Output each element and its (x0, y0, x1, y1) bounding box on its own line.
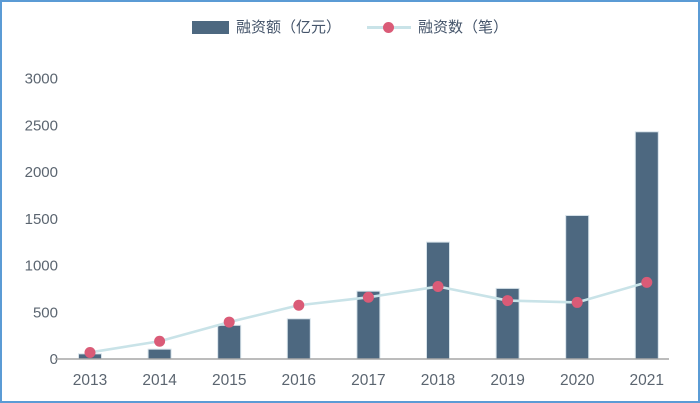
x-axis-tick-label: 2016 (282, 372, 316, 389)
line-marker-2015 (223, 316, 235, 328)
line-marker-2020 (571, 296, 583, 308)
line-marker-2018 (432, 281, 444, 293)
bar-2016 (286, 318, 311, 360)
legend-item-bar-series[interactable]: 融资额（亿元） (191, 19, 341, 36)
line-series-label: 融资数（笔） (418, 19, 509, 36)
bar-series-label: 融资额（亿元） (235, 19, 341, 36)
x-axis-tick-label: 2018 (421, 372, 455, 389)
y-axis-tick-label: 2500 (25, 117, 58, 134)
line-marker-2017 (362, 291, 374, 303)
x-axis-tick-label: 2014 (142, 372, 177, 389)
x-axis-tick-label: 2017 (351, 372, 385, 389)
line-marker-2019 (502, 295, 514, 307)
line-series-swatch-icon (367, 21, 411, 34)
y-axis-tick-label: 3000 (25, 71, 58, 88)
bar-series-swatch-icon (191, 21, 229, 34)
x-axis-tick-label: 2015 (212, 372, 246, 389)
y-axis-tick-label: 2000 (25, 164, 58, 181)
bar-2015 (217, 324, 242, 360)
x-axis-tick-label: 2021 (630, 372, 664, 389)
line-marker-2016 (293, 299, 305, 311)
bar-2020 (565, 214, 590, 360)
line-marker-2013 (84, 346, 96, 358)
y-axis-tick-label: 500 (33, 304, 58, 321)
y-axis-tick-label: 0 (50, 351, 58, 368)
x-axis-tick-label: 2019 (490, 372, 524, 389)
line-marker-2014 (154, 335, 166, 347)
bar-2018 (426, 241, 450, 360)
x-axis-tick-label: 2013 (73, 372, 107, 389)
line-swatch-marker-icon (383, 22, 394, 33)
bar-2021 (634, 131, 659, 360)
y-axis-tick-label: 1500 (25, 211, 58, 228)
bar-2014 (147, 348, 172, 360)
line-marker-2021 (641, 276, 653, 288)
y-axis-tick-label: 1000 (25, 258, 58, 275)
legend: 融资额（亿元） 融资数（笔） (2, 20, 698, 35)
x-axis-tick-label: 2020 (560, 372, 595, 389)
legend-item-line-series[interactable]: 融资数（笔） (367, 20, 508, 35)
